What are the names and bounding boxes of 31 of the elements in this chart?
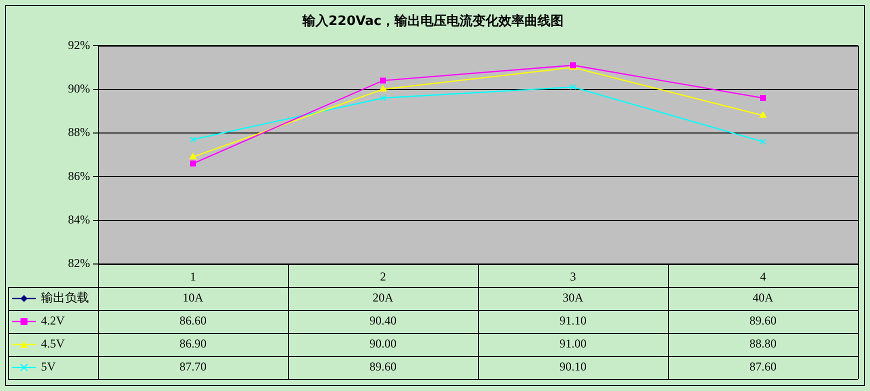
text: 40A (752, 290, 774, 305)
data-label: 90.00 (370, 336, 396, 351)
data-label: 91.00 (560, 336, 586, 351)
y-tick-label: 82% (68, 256, 90, 270)
legend-label: 4.5V (41, 336, 65, 351)
data-label: 91.10 (560, 314, 586, 328)
y-tick-label: 88% (68, 125, 90, 140)
data-label: 89.60 (370, 360, 396, 374)
x-tick-label: 2 (380, 269, 386, 284)
chart-title: 输入220Vac，输出电压电流变化效率曲线图 (302, 13, 564, 30)
data-label: 87.70 (180, 360, 206, 374)
x-tick-label: 3 (570, 269, 576, 284)
y-tick-label: 92% (68, 38, 90, 52)
text: 30A (562, 290, 584, 305)
text: 20A (372, 290, 394, 305)
data-label: 88.80 (750, 336, 776, 351)
y-tick-label: 84% (68, 212, 90, 226)
x-tick-label: 1 (190, 269, 196, 284)
y-tick-label: 86% (68, 168, 90, 183)
x-tick-label: 4 (760, 269, 766, 284)
data-label: 89.60 (750, 314, 776, 328)
legend-label: 4.2V (41, 314, 65, 328)
data-label: 90.40 (370, 314, 396, 328)
data-label: 86.60 (180, 314, 206, 328)
text: 10A (182, 290, 204, 305)
y-tick-label: 90% (68, 81, 90, 96)
data-label: 86.90 (180, 336, 206, 351)
legend-label: 输出负载 (41, 290, 89, 305)
legend-label: 5V (41, 360, 56, 374)
data-label: 87.60 (750, 360, 776, 374)
data-label: 90.10 (560, 360, 586, 374)
